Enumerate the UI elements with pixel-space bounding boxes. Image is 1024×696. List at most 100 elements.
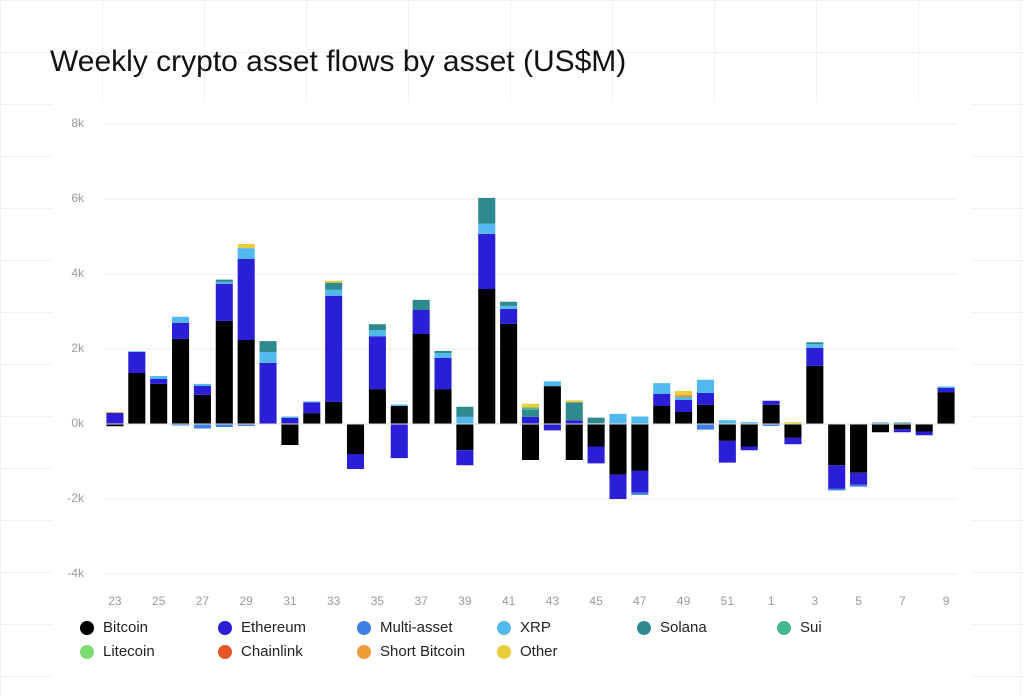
bar-segment xyxy=(718,440,736,463)
bar-segment xyxy=(828,488,846,491)
bar-segment xyxy=(303,401,321,403)
x-tick-label: 7 xyxy=(899,594,906,608)
y-tick-label: 2k xyxy=(71,341,85,355)
x-tick-label: 49 xyxy=(677,594,691,608)
bar-segment xyxy=(172,424,190,426)
x-tick-label: 5 xyxy=(855,594,862,608)
bar-segment xyxy=(128,373,146,424)
bar-segment xyxy=(653,406,671,424)
legend-label: Bitcoin xyxy=(103,619,148,636)
x-tick-label: 41 xyxy=(502,594,516,608)
bar-segment xyxy=(478,233,496,289)
bar-segment xyxy=(215,279,233,282)
x-tick-label: 47 xyxy=(633,594,647,608)
legend-swatch xyxy=(777,621,791,635)
bar-segment xyxy=(762,400,780,405)
chart-title: Weekly crypto asset flows by asset (US$M… xyxy=(50,45,626,78)
bar-segment xyxy=(412,299,430,310)
bar-segment xyxy=(696,424,715,430)
bar-segment xyxy=(871,422,889,424)
bar-segment xyxy=(762,404,780,424)
bar-segment xyxy=(740,422,758,424)
legend-label: Litecoin xyxy=(103,643,155,660)
x-tick-label: 51 xyxy=(721,594,735,608)
bar-segment xyxy=(762,424,780,426)
bar-segment xyxy=(106,412,124,424)
bar-segment xyxy=(675,397,693,400)
bar-segment xyxy=(281,424,299,445)
bar-segment xyxy=(193,394,211,424)
bar-segment xyxy=(172,316,190,323)
bar-segment xyxy=(893,424,911,430)
legend-label: Ethereum xyxy=(241,619,306,636)
legend-label: Multi-asset xyxy=(380,619,453,636)
bar-segment xyxy=(325,295,343,402)
bar-segment xyxy=(128,352,146,373)
bar-segment xyxy=(237,248,255,259)
bar-segment xyxy=(500,323,518,424)
bar-segment xyxy=(784,422,802,424)
bar-segment xyxy=(631,416,649,424)
legend-label: XRP xyxy=(520,619,551,636)
bar-segment xyxy=(303,402,321,414)
bar-segment xyxy=(565,420,583,424)
bar-segment xyxy=(434,358,452,390)
bar-segment xyxy=(193,424,211,429)
x-tick-label: 27 xyxy=(196,594,210,608)
bar-segment xyxy=(521,409,540,417)
bar-segment xyxy=(368,324,386,331)
x-tick-label: 33 xyxy=(327,594,341,608)
bar-segment xyxy=(259,352,277,363)
bar-segment xyxy=(434,350,452,354)
bar-segment xyxy=(740,424,758,447)
y-tick-label: 4k xyxy=(71,266,85,280)
legend-swatch xyxy=(637,621,651,635)
bar-segment xyxy=(675,391,693,395)
bar-segment xyxy=(850,424,868,473)
bar-segment xyxy=(696,379,715,393)
bar-segment xyxy=(565,424,583,460)
bar-segment xyxy=(543,386,561,424)
bar-segment xyxy=(696,392,715,405)
bar-segment xyxy=(565,402,583,421)
bar-segment xyxy=(587,446,605,464)
bar-segment xyxy=(237,340,255,424)
bar-segment xyxy=(478,197,496,224)
y-tick-label: 0k xyxy=(71,416,85,430)
x-tick-label: 23 xyxy=(108,594,122,608)
bar-segment xyxy=(106,412,124,413)
y-tick-label: 6k xyxy=(71,191,85,205)
bar-segment xyxy=(150,376,168,379)
bar-segment xyxy=(806,347,824,366)
bar-segment xyxy=(740,446,758,451)
bar-segment xyxy=(456,416,474,424)
bar-segment xyxy=(128,351,146,352)
bar-segment xyxy=(675,412,693,424)
bar-segment xyxy=(500,308,518,324)
bar-segment xyxy=(806,342,824,345)
y-tick-label: 8k xyxy=(71,116,85,130)
bar-segment xyxy=(412,310,430,334)
bar-segment xyxy=(368,330,386,337)
bar-segment xyxy=(325,280,343,283)
y-tick-label: -2k xyxy=(67,491,85,505)
bar-segment xyxy=(325,401,343,424)
bar-segment xyxy=(850,472,868,485)
bar-segment xyxy=(587,417,605,424)
legend-label: Sui xyxy=(800,619,822,636)
bar-segment xyxy=(631,424,649,471)
bar-segment xyxy=(675,394,693,397)
x-tick-label: 29 xyxy=(239,594,253,608)
x-tick-label: 25 xyxy=(152,594,166,608)
bar-segment xyxy=(215,283,233,321)
bar-segment xyxy=(871,424,889,433)
bar-segment xyxy=(587,424,605,447)
bar-segment xyxy=(456,450,474,466)
bar-segment xyxy=(631,470,649,493)
bar-segment xyxy=(237,424,255,426)
bar-segment xyxy=(565,400,583,403)
bar-segment xyxy=(237,244,255,249)
bar-segment xyxy=(434,353,452,358)
x-tick-label: 1 xyxy=(768,594,775,608)
